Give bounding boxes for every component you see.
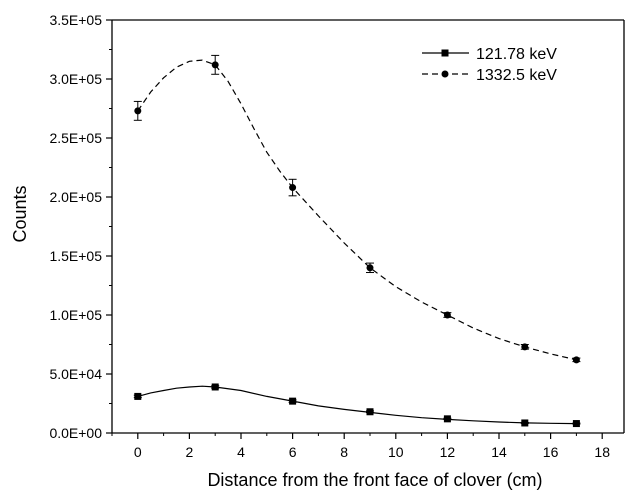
y-tick-label: 2.0E+05: [49, 189, 102, 205]
x-tick-label: 14: [491, 444, 507, 460]
y-tick-label: 3.0E+05: [49, 71, 102, 87]
y-tick-label: 1.0E+05: [49, 307, 102, 323]
x-axis-label: Distance from the front face of clover (…: [207, 470, 542, 490]
data-point: [366, 264, 374, 272]
x-tick-label: 6: [289, 444, 297, 460]
data-point: [572, 356, 580, 364]
data-point: [443, 311, 451, 319]
series-layer: [133, 54, 581, 428]
axes: 0 2 4 6 8 10 12 14 16 18 0.0E+00 5.0E+04 1.0E+05 1.5E…: [49, 12, 625, 460]
x-tick-label: 2: [186, 444, 194, 460]
series-1: [133, 54, 581, 364]
y-tick-label: 0.0E+00: [49, 425, 102, 441]
x-tick-label: 4: [237, 444, 245, 460]
data-point: [521, 419, 529, 427]
data-point: [134, 107, 142, 115]
y-tick-label: 5.0E+04: [49, 366, 102, 382]
data-point: [211, 61, 219, 69]
y-tick-label: 1.5E+05: [49, 248, 102, 264]
y-tick-label: 3.5E+05: [49, 12, 102, 28]
y-tick-label: 2.5E+05: [49, 130, 102, 146]
data-point: [521, 343, 529, 351]
data-point: [443, 415, 451, 423]
legend-marker: [441, 70, 449, 78]
data-point: [366, 408, 374, 416]
data-point: [134, 392, 142, 400]
data-point: [289, 184, 297, 192]
x-tick-label: 0: [134, 444, 142, 460]
legend-label: 121.78 keV: [476, 46, 557, 63]
x-tick-label: 16: [543, 444, 559, 460]
data-point: [572, 420, 580, 428]
series-0: [133, 383, 581, 428]
legend-marker: [441, 49, 449, 57]
x-tick-label: 18: [594, 444, 610, 460]
data-point: [211, 383, 219, 391]
legend: 121.78 keV 1332.5 keV: [422, 46, 557, 84]
data-point: [289, 397, 297, 405]
series-line: [137, 59, 577, 361]
x-tick-label: 10: [388, 444, 404, 460]
legend-label: 1332.5 keV: [476, 67, 557, 84]
y-axis-label: Counts: [10, 185, 30, 242]
series-line: [137, 385, 577, 425]
x-tick-label: 12: [440, 444, 456, 460]
x-tick-label: 8: [340, 444, 348, 460]
